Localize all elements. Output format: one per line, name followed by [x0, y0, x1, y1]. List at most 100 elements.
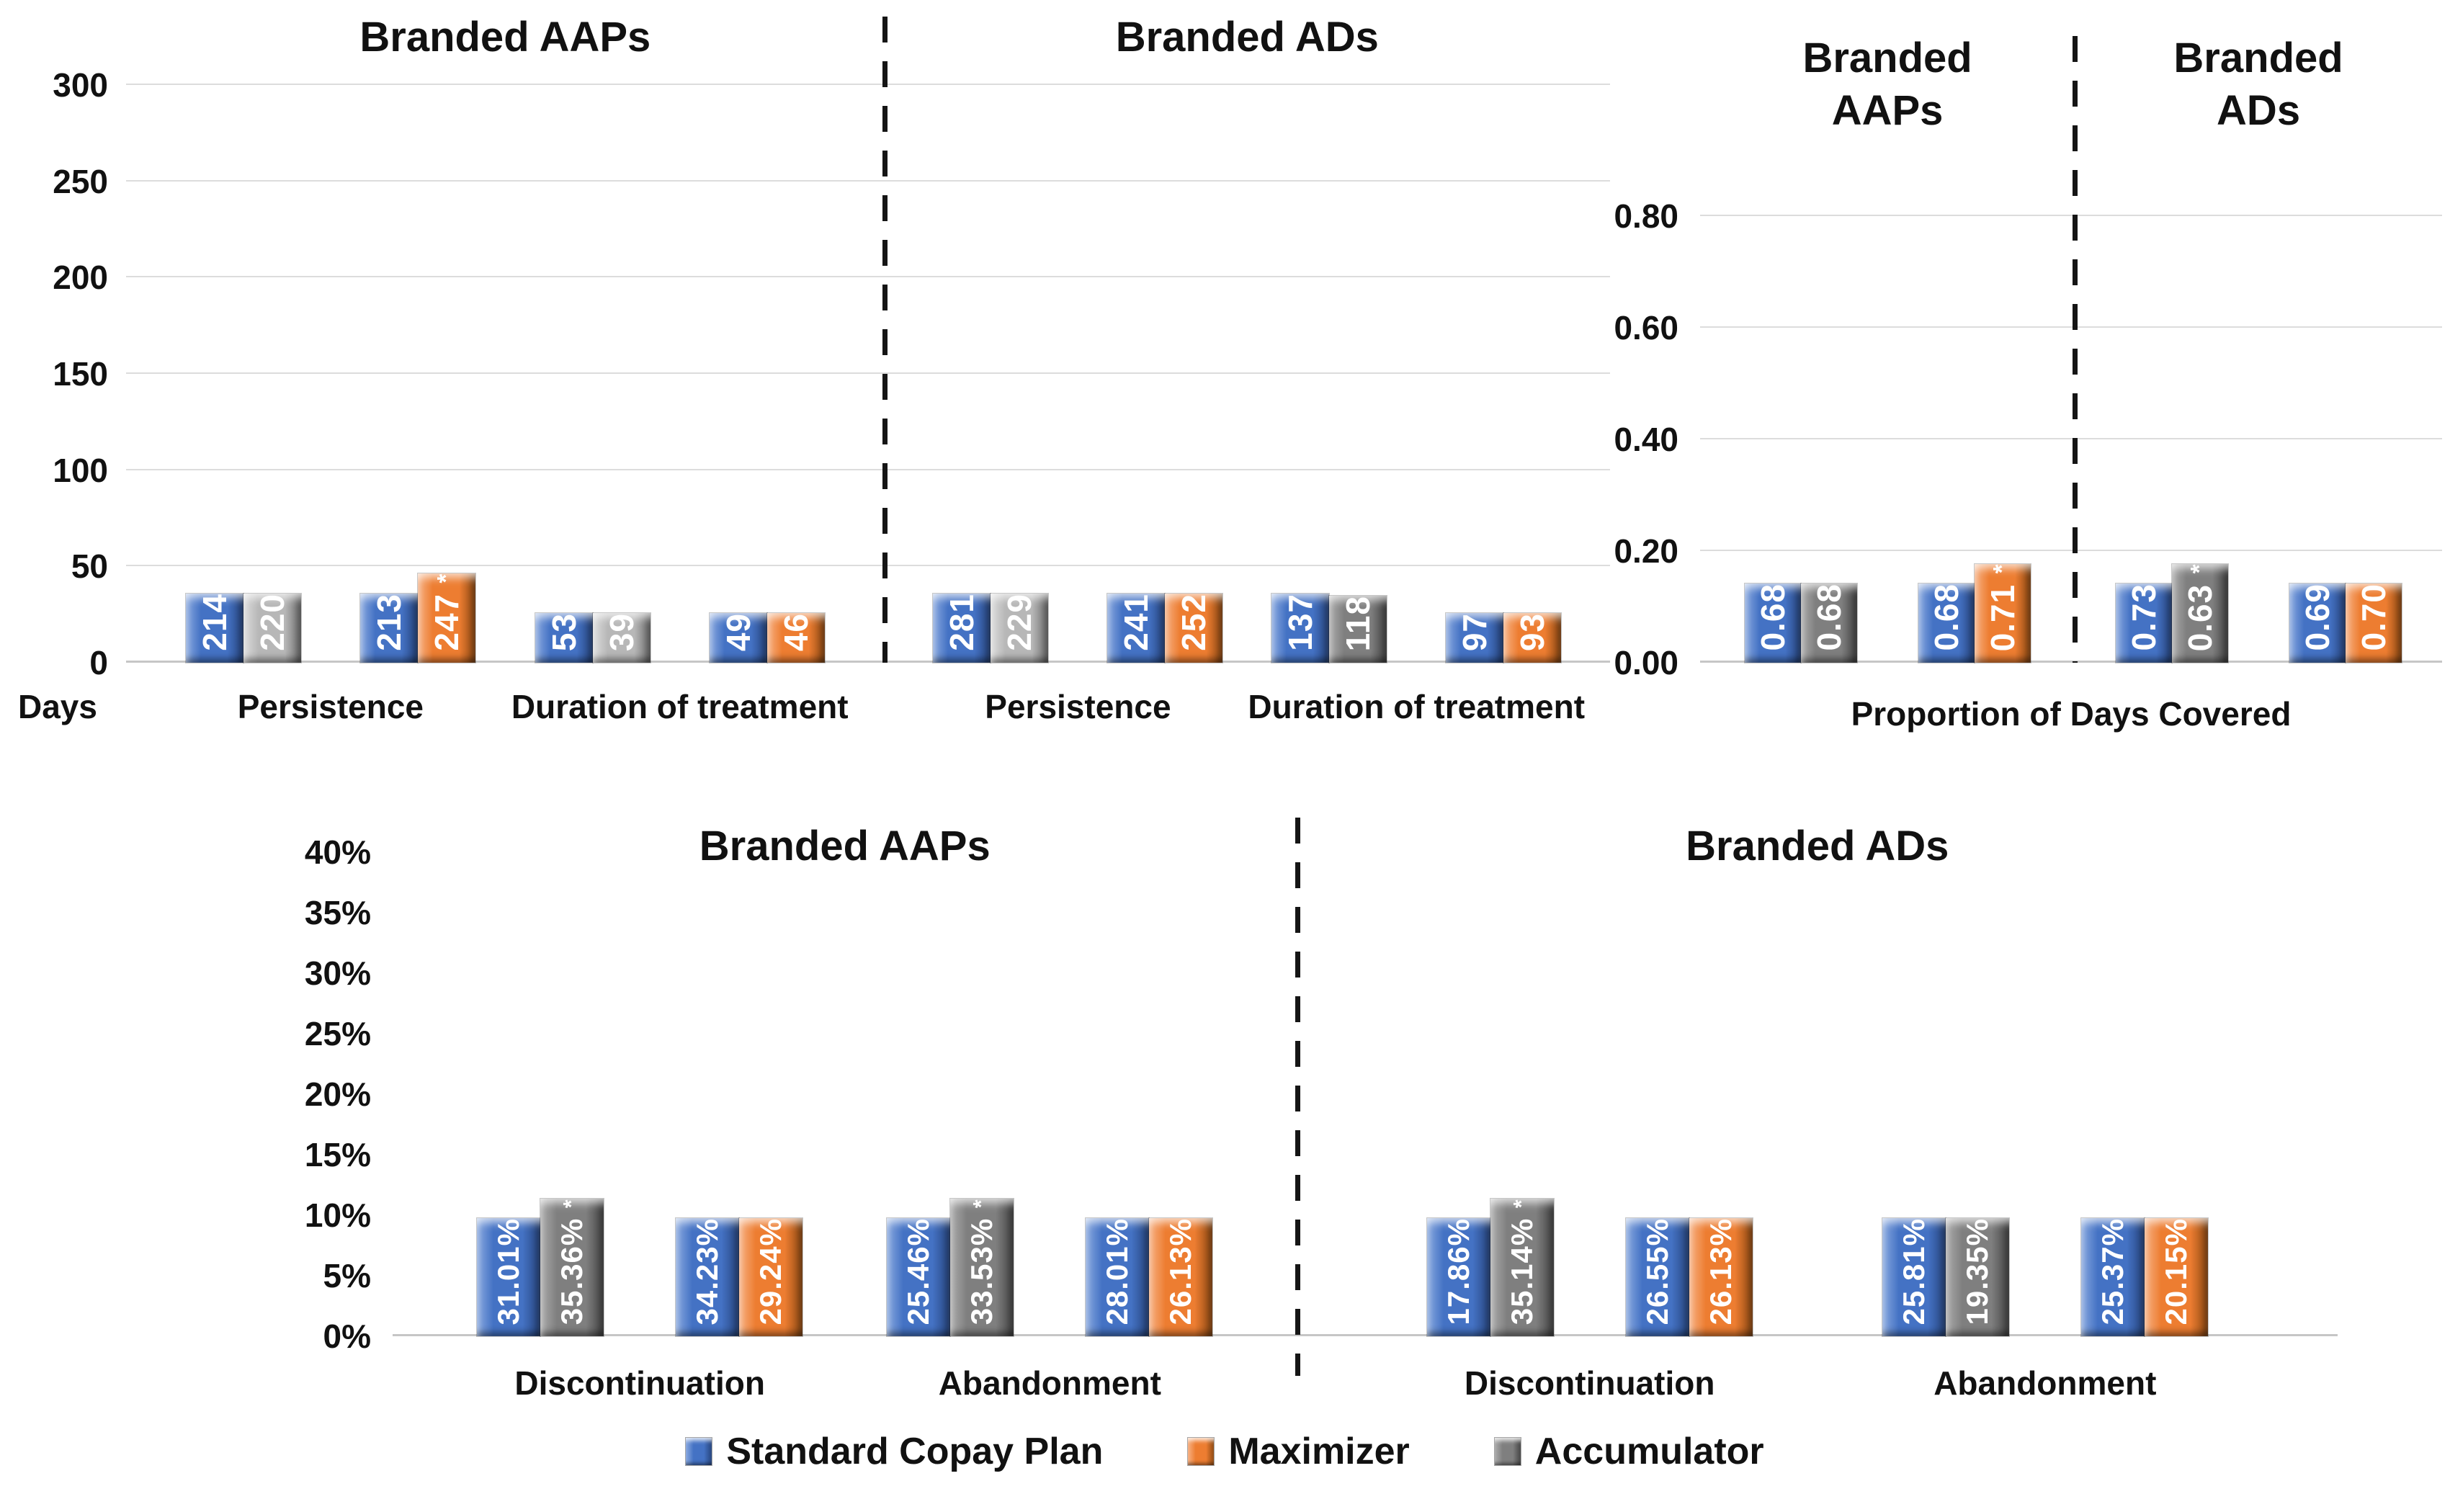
panel-title-line: Branded AAPs: [359, 14, 651, 61]
panel-title-line: Branded ADs: [1115, 14, 1379, 61]
bar-pair: 213 247*: [359, 573, 476, 663]
bar-standard-copay-plan: 213: [359, 593, 419, 663]
panel-title-line: Branded: [2173, 35, 2343, 81]
bar-accumulator: 19.35%: [1944, 1217, 2010, 1338]
category-label: Persistence: [985, 688, 1171, 725]
bar-value-label: 229: [1001, 594, 1039, 651]
y-tick-label: 0.40: [1614, 421, 1678, 458]
panel-title: Branded AAPs: [126, 12, 885, 71]
category-label: Persistence: [237, 688, 424, 725]
bar-value-label: 25.81%: [1896, 1217, 1931, 1325]
bar-value-label: 0.68: [1927, 583, 1965, 651]
bar-pair: 137 118: [1271, 593, 1388, 664]
panel-title-line: AAPs: [1831, 86, 1944, 134]
bar-standard-copay-plan: 49: [708, 612, 768, 664]
category-group: 0.68 0.68 0.68 0.71*: [1743, 216, 2031, 664]
bar-standard-copay-plan: 137: [1271, 593, 1331, 663]
gridline: [1700, 438, 2442, 439]
category-group: 0.73 0.63* 0.69 0.70: [2114, 216, 2402, 664]
significance-star: *: [432, 573, 460, 584]
bar-maximizer: 26.13%: [1148, 1217, 1214, 1338]
category-label: Duration of treatment: [511, 688, 849, 725]
category-abandonment: Abandonment 25.46% 33.53%* 28.01% 26.13%: [886, 852, 1214, 1400]
category-persistence: Persistence 214 220 213 247*: [184, 85, 476, 723]
bar-pair: 0.73 0.63*: [2114, 563, 2229, 664]
panel-title: Branded ADs: [885, 12, 1610, 71]
panel-branded-ads: Discontinuation 17.86% 35.14%* 26.55% 26.13%…: [1297, 852, 2338, 1400]
y-tick-label: 20%: [304, 1075, 371, 1113]
category-discontinuation: Discontinuation 17.86% 35.14%* 26.55% 26.13%: [1426, 852, 1753, 1400]
bar-value-label: 213: [370, 594, 408, 651]
chart-proportion-days-covered: 0.80 0.60 0.40 0.20 0.00 0.68 0.68 0.68 0.71* Bra…: [1614, 35, 2442, 730]
legend-label-maximizer: Maximizer: [1228, 1431, 1410, 1472]
x-axis-line: [126, 661, 1610, 663]
bar-pair: 17.86% 35.14%*: [1426, 1197, 1555, 1338]
bar-value-label: 220: [253, 594, 291, 651]
bar-value-label: 26.55%: [1640, 1217, 1674, 1325]
bar-pair: 26.55% 26.13%: [1624, 1217, 1753, 1338]
significance-star: *: [560, 1198, 584, 1208]
bar-maximizer: 247*: [416, 573, 476, 663]
panel-branded-aaps: Discontinuation 31.01% 35.36%* 34.23% 29.24%…: [393, 852, 1297, 1400]
bar-standard-copay-plan: 25.46%: [886, 1217, 952, 1338]
bar-value-label: 20.15%: [2158, 1217, 2193, 1325]
bar-standard-copay-plan: 0.68: [1743, 583, 1802, 663]
category-abandonment: Abandonment 25.81% 19.35% 25.37% 20.15%: [1881, 852, 2209, 1400]
bar-value-label: 19.35%: [1959, 1217, 1994, 1325]
bar-value-label: 34.23%: [690, 1217, 725, 1325]
y-tick-label: 30%: [304, 954, 371, 992]
bar-standard-copay-plan: 281: [932, 593, 992, 663]
bar-value-label: 0.70: [2354, 583, 2392, 651]
bar-value-label: 25.37%: [2095, 1217, 2129, 1325]
bar-pair: 281 229: [932, 593, 1050, 663]
bar-value-label: 0.69: [2298, 583, 2336, 651]
bar-maximizer: 252: [1164, 593, 1224, 663]
significance-star: *: [1988, 563, 2016, 574]
bar-pair: 0.68 0.71*: [1917, 563, 2031, 664]
bar-standard-copay-plan: 26.55%: [1624, 1217, 1690, 1338]
bar-value-label: 0.73: [2124, 583, 2163, 651]
bar-pair: 97 93: [1445, 612, 1562, 664]
bar-pair: 0.68 0.68: [1743, 583, 1858, 663]
bar-pair: 53 39: [534, 612, 651, 664]
bar-pair: 28.01% 26.13%: [1085, 1217, 1214, 1338]
x-axis-line: [1700, 661, 2442, 663]
panel-branded-ads: 0.73 0.63* 0.69 0.70: [2075, 216, 2442, 664]
panel-title-line: ADs: [2217, 86, 2301, 134]
bar-maximizer: 29.24%: [738, 1217, 804, 1338]
gridline: [1700, 215, 2442, 216]
category-discontinuation: Discontinuation 31.01% 35.36%* 34.23% 29.24%: [476, 852, 804, 1400]
bar-value-label: 93: [1514, 612, 1552, 651]
y-tick-label: 50: [71, 547, 108, 586]
y-tick-label: 100: [53, 451, 108, 489]
panel-title: Branded AAPs: [393, 820, 1297, 871]
y-tick-label: 150: [53, 355, 108, 393]
category-label: Discontinuation: [1464, 1364, 1715, 1402]
y-tick-label: 0.80: [1614, 197, 1678, 235]
bar-pair: 214 220: [184, 593, 302, 663]
gridline: [126, 276, 1610, 278]
bar-value-label: 35.36%*: [555, 1198, 589, 1325]
bar-maximizer: 26.13%: [1688, 1217, 1753, 1338]
bar-pair: 0.69 0.70: [2288, 583, 2402, 663]
bar-value-label: 33.53%*: [965, 1198, 999, 1325]
bar-standard-copay-plan: 31.01%: [476, 1217, 542, 1338]
bar-value-label: 0.68: [1753, 583, 1792, 651]
bar-value-label: 46: [777, 612, 815, 651]
bar-pair: 241 252: [1106, 593, 1224, 663]
bar-maximizer: 93: [1503, 612, 1562, 664]
legend-label-accumulator: Accumulator: [1534, 1431, 1764, 1472]
dashed-separator: [1295, 818, 1300, 1376]
bar-standard-copay-plan: 0.73: [2114, 583, 2173, 663]
gridline: [126, 179, 1610, 182]
bar-pair: 25.37% 20.15%: [2080, 1217, 2209, 1338]
bar-accumulator: 33.53%*: [949, 1197, 1015, 1338]
panel-title: Branded AAPs: [1700, 32, 2075, 155]
y-tick-label: 15%: [304, 1136, 371, 1173]
gridline: [126, 468, 1610, 470]
bar-pair: 34.23% 29.24%: [675, 1217, 804, 1338]
gridline: [126, 372, 1610, 374]
bar-value-label: 214: [195, 594, 233, 651]
bar-standard-copay-plan: 17.86%: [1426, 1217, 1491, 1338]
panel-title-line: Branded AAPs: [699, 823, 991, 869]
